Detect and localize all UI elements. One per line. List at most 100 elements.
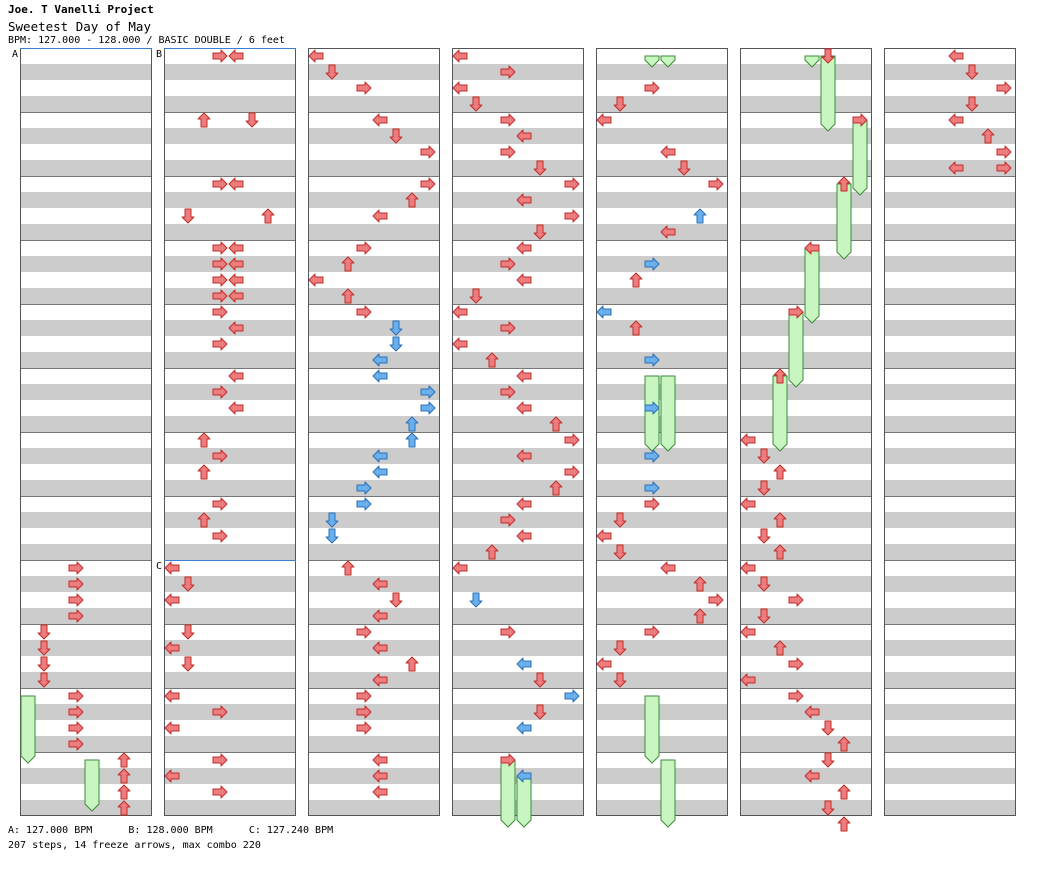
up-arrow <box>837 736 851 752</box>
right-arrow <box>212 449 228 463</box>
down-arrow <box>469 592 483 608</box>
row-stripe <box>20 192 152 208</box>
chart-artist: Joe. T Vanelli Project <box>8 3 154 16</box>
right-arrow <box>708 177 724 191</box>
row-stripe <box>452 96 584 112</box>
row-stripe <box>596 736 728 752</box>
row-stripe <box>164 544 296 560</box>
row-stripe <box>596 64 728 80</box>
left-arrow <box>228 273 244 287</box>
row-stripe <box>884 352 1016 368</box>
row-stripe <box>884 256 1016 272</box>
row-stripe <box>308 320 440 336</box>
row-stripe <box>20 160 152 176</box>
up-arrow <box>117 784 131 800</box>
right-arrow <box>852 113 868 127</box>
row-stripe <box>452 672 584 688</box>
down-arrow <box>325 512 339 528</box>
row-stripe <box>164 576 296 592</box>
down-arrow <box>533 672 547 688</box>
up-arrow <box>773 512 787 528</box>
left-arrow <box>228 321 244 335</box>
bpm-marker-label: C <box>156 561 162 572</box>
right-arrow <box>500 513 516 527</box>
column-border <box>308 48 440 816</box>
row-stripe <box>884 640 1016 656</box>
left-arrow <box>164 769 180 783</box>
right-arrow <box>996 145 1012 159</box>
right-arrow <box>996 81 1012 95</box>
down-arrow <box>821 752 835 768</box>
up-arrow <box>485 352 499 368</box>
row-stripe <box>596 256 728 272</box>
row-stripe <box>452 480 584 496</box>
right-arrow <box>212 273 228 287</box>
chart-column <box>884 48 1016 816</box>
row-stripe <box>452 352 584 368</box>
row-stripe <box>452 64 584 80</box>
left-arrow <box>228 49 244 63</box>
row-stripe <box>164 224 296 240</box>
down-arrow <box>37 640 51 656</box>
chart-column <box>308 48 440 816</box>
row-stripe <box>884 288 1016 304</box>
down-arrow <box>613 96 627 112</box>
down-arrow <box>469 288 483 304</box>
down-arrow <box>821 800 835 816</box>
row-stripe <box>884 704 1016 720</box>
row-stripe <box>452 512 584 528</box>
right-arrow <box>356 705 372 719</box>
row-stripe <box>20 288 152 304</box>
left-arrow <box>660 225 676 239</box>
up-arrow <box>549 416 563 432</box>
row-stripe <box>596 128 728 144</box>
down-arrow <box>389 320 403 336</box>
row-stripe <box>740 448 872 464</box>
left-arrow <box>372 673 388 687</box>
right-arrow <box>68 609 84 623</box>
left-arrow <box>596 305 612 319</box>
right-arrow <box>788 657 804 671</box>
up-arrow <box>773 544 787 560</box>
bpm-marker-label: A <box>12 49 18 60</box>
left-arrow <box>948 161 964 175</box>
up-arrow <box>261 208 275 224</box>
left-arrow <box>660 145 676 159</box>
row-stripe <box>452 576 584 592</box>
left-arrow <box>740 673 756 687</box>
freeze-arrow <box>660 375 676 452</box>
right-arrow <box>356 689 372 703</box>
up-arrow <box>693 576 707 592</box>
row-stripe <box>308 128 440 144</box>
left-arrow <box>308 49 324 63</box>
row-stripe <box>20 224 152 240</box>
right-arrow <box>420 401 436 415</box>
row-stripe <box>20 672 152 688</box>
right-arrow <box>212 241 228 255</box>
right-arrow <box>356 721 372 735</box>
left-arrow <box>164 721 180 735</box>
right-arrow <box>644 497 660 511</box>
left-arrow <box>164 641 180 655</box>
left-arrow <box>516 273 532 287</box>
row-stripe <box>740 128 872 144</box>
row-stripe <box>164 96 296 112</box>
down-arrow <box>245 112 259 128</box>
right-arrow <box>788 305 804 319</box>
down-arrow <box>965 64 979 80</box>
row-stripe <box>164 384 296 400</box>
left-arrow <box>660 561 676 575</box>
right-arrow <box>644 401 660 415</box>
row-stripe <box>20 544 152 560</box>
row-stripe <box>164 416 296 432</box>
right-arrow <box>212 785 228 799</box>
row-stripe <box>452 288 584 304</box>
row-stripe <box>164 768 296 784</box>
left-arrow <box>516 529 532 543</box>
row-stripe <box>20 800 152 816</box>
left-arrow <box>948 113 964 127</box>
row-stripe <box>740 640 872 656</box>
row-stripe <box>596 608 728 624</box>
row-stripe <box>740 352 872 368</box>
